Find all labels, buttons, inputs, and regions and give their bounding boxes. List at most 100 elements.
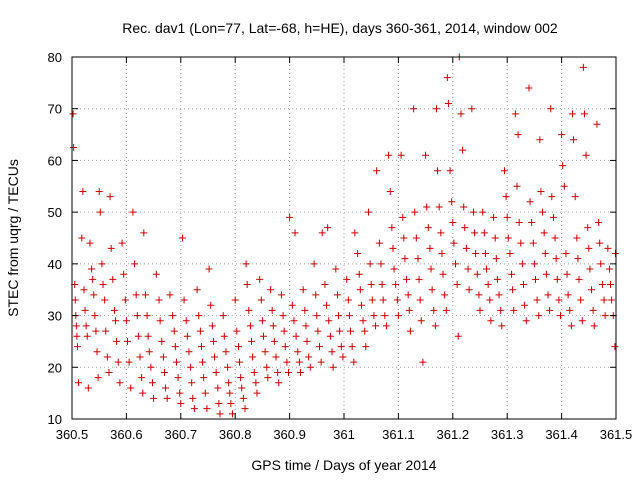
data-point xyxy=(83,332,91,340)
data-point xyxy=(312,291,320,299)
data-point xyxy=(551,234,559,242)
y-tick-label: 20 xyxy=(48,360,62,375)
data-point xyxy=(263,363,271,371)
data-point xyxy=(385,151,393,159)
data-point xyxy=(521,301,529,309)
y-tick-label: 50 xyxy=(48,205,62,220)
data-point xyxy=(399,213,407,221)
data-point xyxy=(504,234,512,242)
data-point xyxy=(275,379,283,387)
data-point xyxy=(372,322,380,330)
data-point xyxy=(419,358,427,366)
data-point xyxy=(495,291,503,299)
data-point xyxy=(196,327,204,335)
data-point xyxy=(227,399,235,407)
data-point xyxy=(326,332,334,340)
data-point xyxy=(364,208,372,216)
data-point xyxy=(564,291,572,299)
data-point xyxy=(178,234,186,242)
data-point xyxy=(211,353,219,361)
data-points xyxy=(69,53,619,418)
data-point xyxy=(502,193,510,201)
data-point xyxy=(70,144,78,151)
data-point xyxy=(381,312,389,320)
data-point xyxy=(453,281,461,289)
data-point xyxy=(123,337,131,345)
data-point xyxy=(443,74,451,82)
data-point xyxy=(155,296,163,304)
data-point xyxy=(552,255,560,263)
data-point xyxy=(131,260,139,268)
data-point xyxy=(574,255,582,263)
data-point xyxy=(570,136,578,144)
data-point xyxy=(522,317,530,325)
data-point xyxy=(434,167,442,175)
data-point xyxy=(439,270,447,278)
data-point xyxy=(549,213,557,221)
x-axis-label: GPS time / Days of year 2014 xyxy=(251,457,436,473)
data-point xyxy=(258,317,266,325)
data-point xyxy=(133,312,141,320)
data-point xyxy=(285,368,293,376)
data-point xyxy=(600,296,608,304)
data-point xyxy=(435,203,443,211)
data-point xyxy=(492,255,500,263)
data-point xyxy=(207,301,215,309)
data-point xyxy=(199,358,207,366)
data-point xyxy=(414,255,422,263)
data-point xyxy=(329,363,337,371)
data-point xyxy=(416,296,424,304)
data-point xyxy=(506,250,514,258)
data-point xyxy=(584,224,592,232)
data-point xyxy=(392,281,400,289)
data-point xyxy=(268,306,276,314)
data-point xyxy=(291,229,299,237)
data-point xyxy=(317,358,325,366)
data-point xyxy=(403,275,411,283)
data-point xyxy=(188,379,196,387)
data-point xyxy=(149,379,157,387)
data-point xyxy=(209,337,217,345)
data-point xyxy=(127,384,135,392)
data-point xyxy=(89,275,97,283)
data-point xyxy=(432,105,440,113)
data-point xyxy=(103,353,111,361)
data-point xyxy=(423,203,431,211)
data-point xyxy=(490,213,498,221)
data-point xyxy=(182,317,190,325)
data-point xyxy=(105,368,113,376)
data-point xyxy=(536,136,544,144)
data-point xyxy=(197,343,205,351)
data-point xyxy=(203,405,211,413)
data-point xyxy=(81,306,89,314)
data-point xyxy=(357,301,365,309)
data-point xyxy=(586,265,594,273)
data-point xyxy=(336,327,344,335)
data-point xyxy=(233,327,241,335)
x-tick-label: 361 xyxy=(333,427,355,442)
data-point xyxy=(412,234,420,242)
data-point xyxy=(359,317,367,325)
data-point xyxy=(140,229,148,237)
data-point xyxy=(464,265,472,273)
x-tick-label: 360.8 xyxy=(219,427,252,442)
data-point xyxy=(193,286,201,294)
data-point xyxy=(225,379,233,387)
data-point xyxy=(147,363,155,371)
data-point xyxy=(195,312,203,320)
data-point xyxy=(393,296,401,304)
data-point xyxy=(347,327,355,335)
data-point xyxy=(294,348,302,356)
data-point xyxy=(248,337,256,345)
data-point xyxy=(529,239,537,247)
data-point xyxy=(313,312,321,320)
data-point xyxy=(98,260,106,268)
data-point xyxy=(481,250,489,258)
data-point xyxy=(139,389,147,397)
data-point xyxy=(323,301,331,309)
data-point xyxy=(116,379,124,387)
data-point xyxy=(205,265,213,273)
data-point xyxy=(530,260,538,268)
data-point xyxy=(256,275,264,283)
data-point xyxy=(355,270,363,278)
